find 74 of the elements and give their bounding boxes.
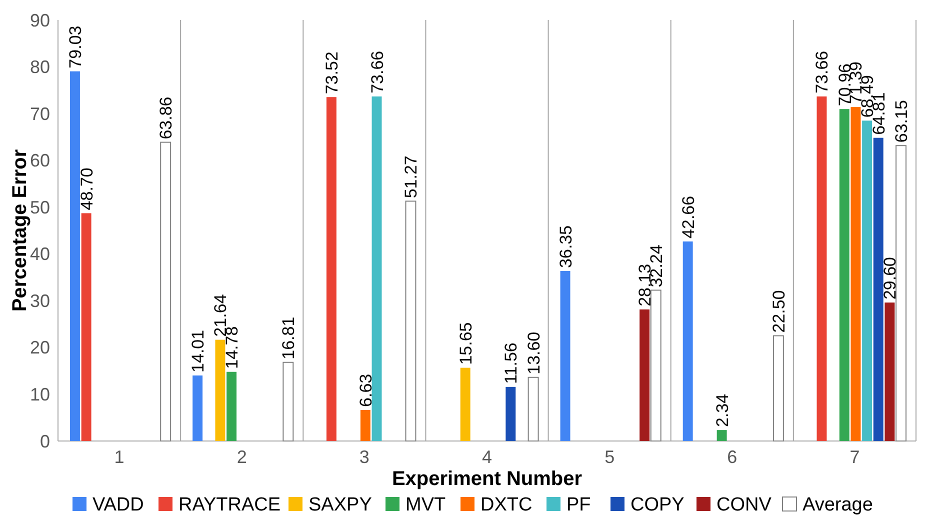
data-label: 73.66 — [812, 50, 832, 94]
bar — [850, 107, 861, 441]
data-label: 16.81 — [279, 316, 298, 360]
bar — [640, 309, 650, 441]
legend-label: VADD — [92, 494, 144, 516]
data-label: 11.56 — [502, 342, 521, 384]
bar — [772, 335, 784, 442]
x-tick-label: 3 — [359, 447, 370, 467]
bar — [372, 96, 382, 441]
bar — [326, 97, 336, 441]
bar — [192, 375, 203, 441]
data-label: 73.52 — [322, 52, 342, 94]
bar — [460, 368, 470, 441]
x-axis-title: Experiment Number — [392, 468, 582, 490]
data-label: 13.60 — [524, 332, 544, 374]
bar — [884, 302, 895, 441]
data-label: 63.15 — [892, 100, 912, 143]
bar — [682, 241, 693, 441]
bar — [282, 362, 294, 442]
bar — [816, 96, 827, 441]
bar — [81, 213, 92, 441]
data-label: 14.01 — [188, 330, 208, 372]
legend-label: PF — [566, 494, 591, 516]
y-tick-label: 90 — [30, 10, 50, 30]
bar — [70, 71, 80, 441]
y-tick-label: 40 — [30, 244, 50, 264]
bar — [226, 372, 237, 441]
legend-label: MVT — [406, 494, 446, 516]
legend-label: SAXPY — [308, 494, 372, 516]
x-tick-label: 7 — [850, 447, 860, 467]
y-tick-label: 10 — [30, 384, 50, 405]
data-label: 51.27 — [402, 156, 421, 198]
bar — [839, 109, 850, 441]
bar — [528, 376, 539, 442]
x-tick-label: 5 — [604, 447, 615, 467]
bar — [716, 430, 727, 441]
bar — [215, 340, 226, 441]
bar — [560, 270, 570, 441]
legend-label: RAYTRACE — [178, 494, 281, 516]
data-label: 79.03 — [66, 26, 85, 68]
data-label: 42.66 — [678, 196, 698, 238]
y-tick-label: 20 — [30, 338, 50, 358]
y-tick-label: 60 — [30, 150, 50, 171]
data-label: 63.86 — [156, 96, 176, 140]
legend-label: DXTC — [480, 494, 532, 516]
data-label: 2.34 — [712, 394, 732, 428]
y-tick-label: 30 — [30, 290, 50, 311]
x-tick-label: 2 — [236, 447, 247, 467]
y-tick-label: 0 — [40, 431, 50, 452]
bar — [160, 142, 172, 442]
bar — [506, 386, 516, 441]
bar — [405, 200, 416, 442]
data-label: 36.35 — [556, 225, 576, 268]
x-tick-label: 4 — [482, 447, 492, 467]
bar — [862, 120, 872, 441]
bar — [873, 138, 884, 441]
legend-label: Average — [802, 494, 873, 516]
data-label: 6.63 — [356, 374, 376, 407]
bar — [650, 290, 662, 442]
data-label: 48.70 — [77, 168, 96, 210]
x-tick-label: 6 — [727, 447, 738, 467]
bar — [360, 410, 370, 441]
legend-label: COPY — [630, 494, 685, 516]
data-label: 15.65 — [456, 322, 476, 365]
x-tick-label: 1 — [114, 447, 124, 467]
data-label: 73.66 — [368, 50, 387, 94]
bar — [896, 145, 906, 442]
legend-label: CONV — [716, 494, 772, 516]
data-label: 29.60 — [880, 256, 900, 300]
data-label: 22.50 — [769, 290, 788, 333]
y-tick-label: 80 — [30, 57, 50, 78]
y-tick-label: 70 — [30, 104, 50, 124]
y-axis-title: Percentage Error — [9, 149, 31, 312]
y-tick-label: 50 — [30, 197, 50, 218]
